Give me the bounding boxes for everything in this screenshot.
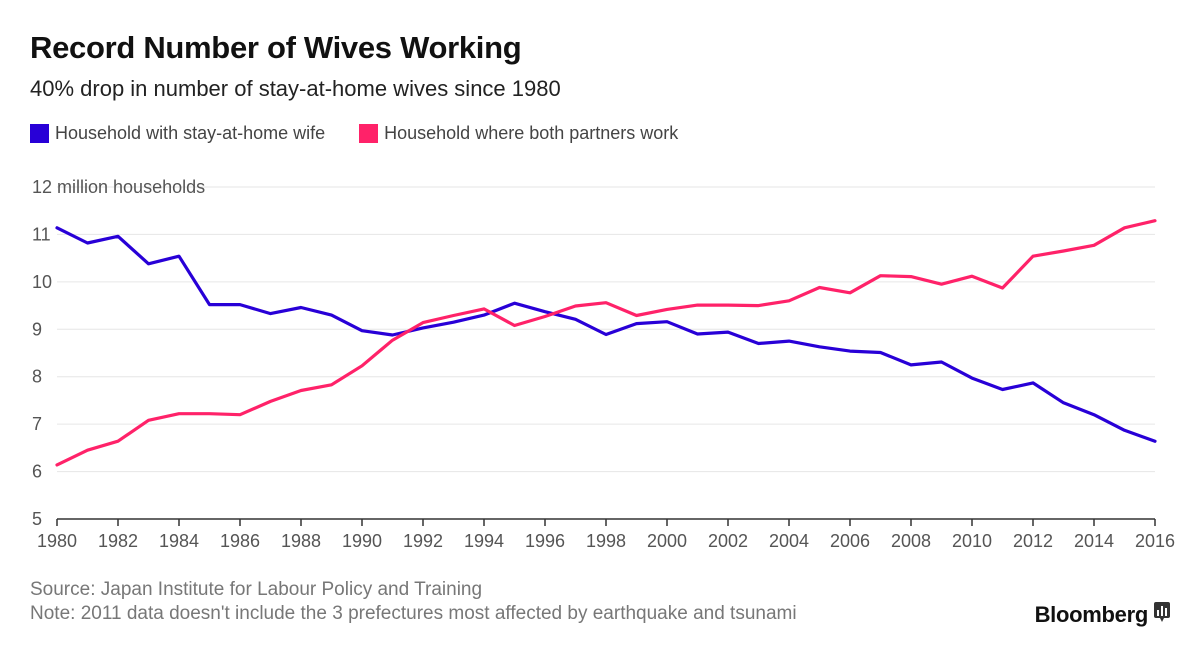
x-tick-label: 1990 [342, 531, 382, 551]
legend-item-stay-at-home: Household with stay-at-home wife [30, 123, 325, 144]
chart-subtitle: 40% drop in number of stay-at-home wives… [30, 76, 561, 101]
brand-name: Bloomberg [1034, 602, 1149, 627]
legend-swatch-both-work [359, 124, 379, 143]
legend-item-both-work: Household where both partners work [359, 123, 678, 144]
chart-footer: Source: Japan Institute for Labour Polic… [30, 578, 797, 626]
data-note: Note: 2011 data doesn't include the 3 pr… [30, 603, 797, 624]
x-tick-label: 1986 [220, 531, 260, 551]
bloomberg-bar-icon [1154, 602, 1170, 628]
x-tick-label: 2014 [1074, 531, 1114, 551]
y-tick-label: 6 [32, 462, 42, 482]
x-tick-label: 1988 [281, 531, 321, 551]
x-tick-label: 2000 [647, 531, 687, 551]
x-tick-label: 1994 [464, 531, 504, 551]
y-tick-label: 9 [32, 319, 42, 339]
y-tick-label: 8 [32, 367, 42, 387]
legend: Household with stay-at-home wife Househo… [30, 123, 678, 144]
chart-title: Record Number of Wives Working [30, 30, 522, 65]
bloomberg-logo: Bloomberg [1035, 602, 1170, 628]
x-tick-label: 1996 [525, 531, 565, 551]
x-tick-label: 1984 [159, 531, 199, 551]
y-tick-label: 5 [32, 509, 42, 529]
x-tick-label: 2012 [1013, 531, 1053, 551]
legend-label-both-work: Household where both partners work [384, 123, 679, 143]
source-note: Source: Japan Institute for Labour Polic… [30, 579, 483, 600]
y-tick-label: 10 [32, 272, 52, 292]
x-tick-label: 2010 [952, 531, 992, 551]
x-tick-label: 2002 [708, 531, 748, 551]
x-tick-label: 1992 [403, 531, 443, 551]
legend-label-stay-at-home: Household with stay-at-home wife [55, 123, 326, 143]
series-line-both-partners-work [55, 219, 1157, 467]
x-tick-label: 1998 [586, 531, 626, 551]
x-tick-label: 1982 [98, 531, 138, 551]
x-tick-label: 2008 [891, 531, 931, 551]
y-tick-label: 11 [32, 224, 51, 244]
x-tick-label: 2006 [830, 531, 870, 551]
legend-swatch-stay-at-home [30, 124, 49, 143]
y-tick-label: 12 million households [32, 177, 205, 197]
x-tick-label: 2004 [769, 531, 809, 551]
y-tick-label: 7 [32, 414, 42, 434]
x-tick-label: 2016 [1135, 531, 1175, 551]
x-tick-label: 1980 [37, 531, 77, 551]
series-line-stay-at-home-wife [55, 226, 1157, 443]
